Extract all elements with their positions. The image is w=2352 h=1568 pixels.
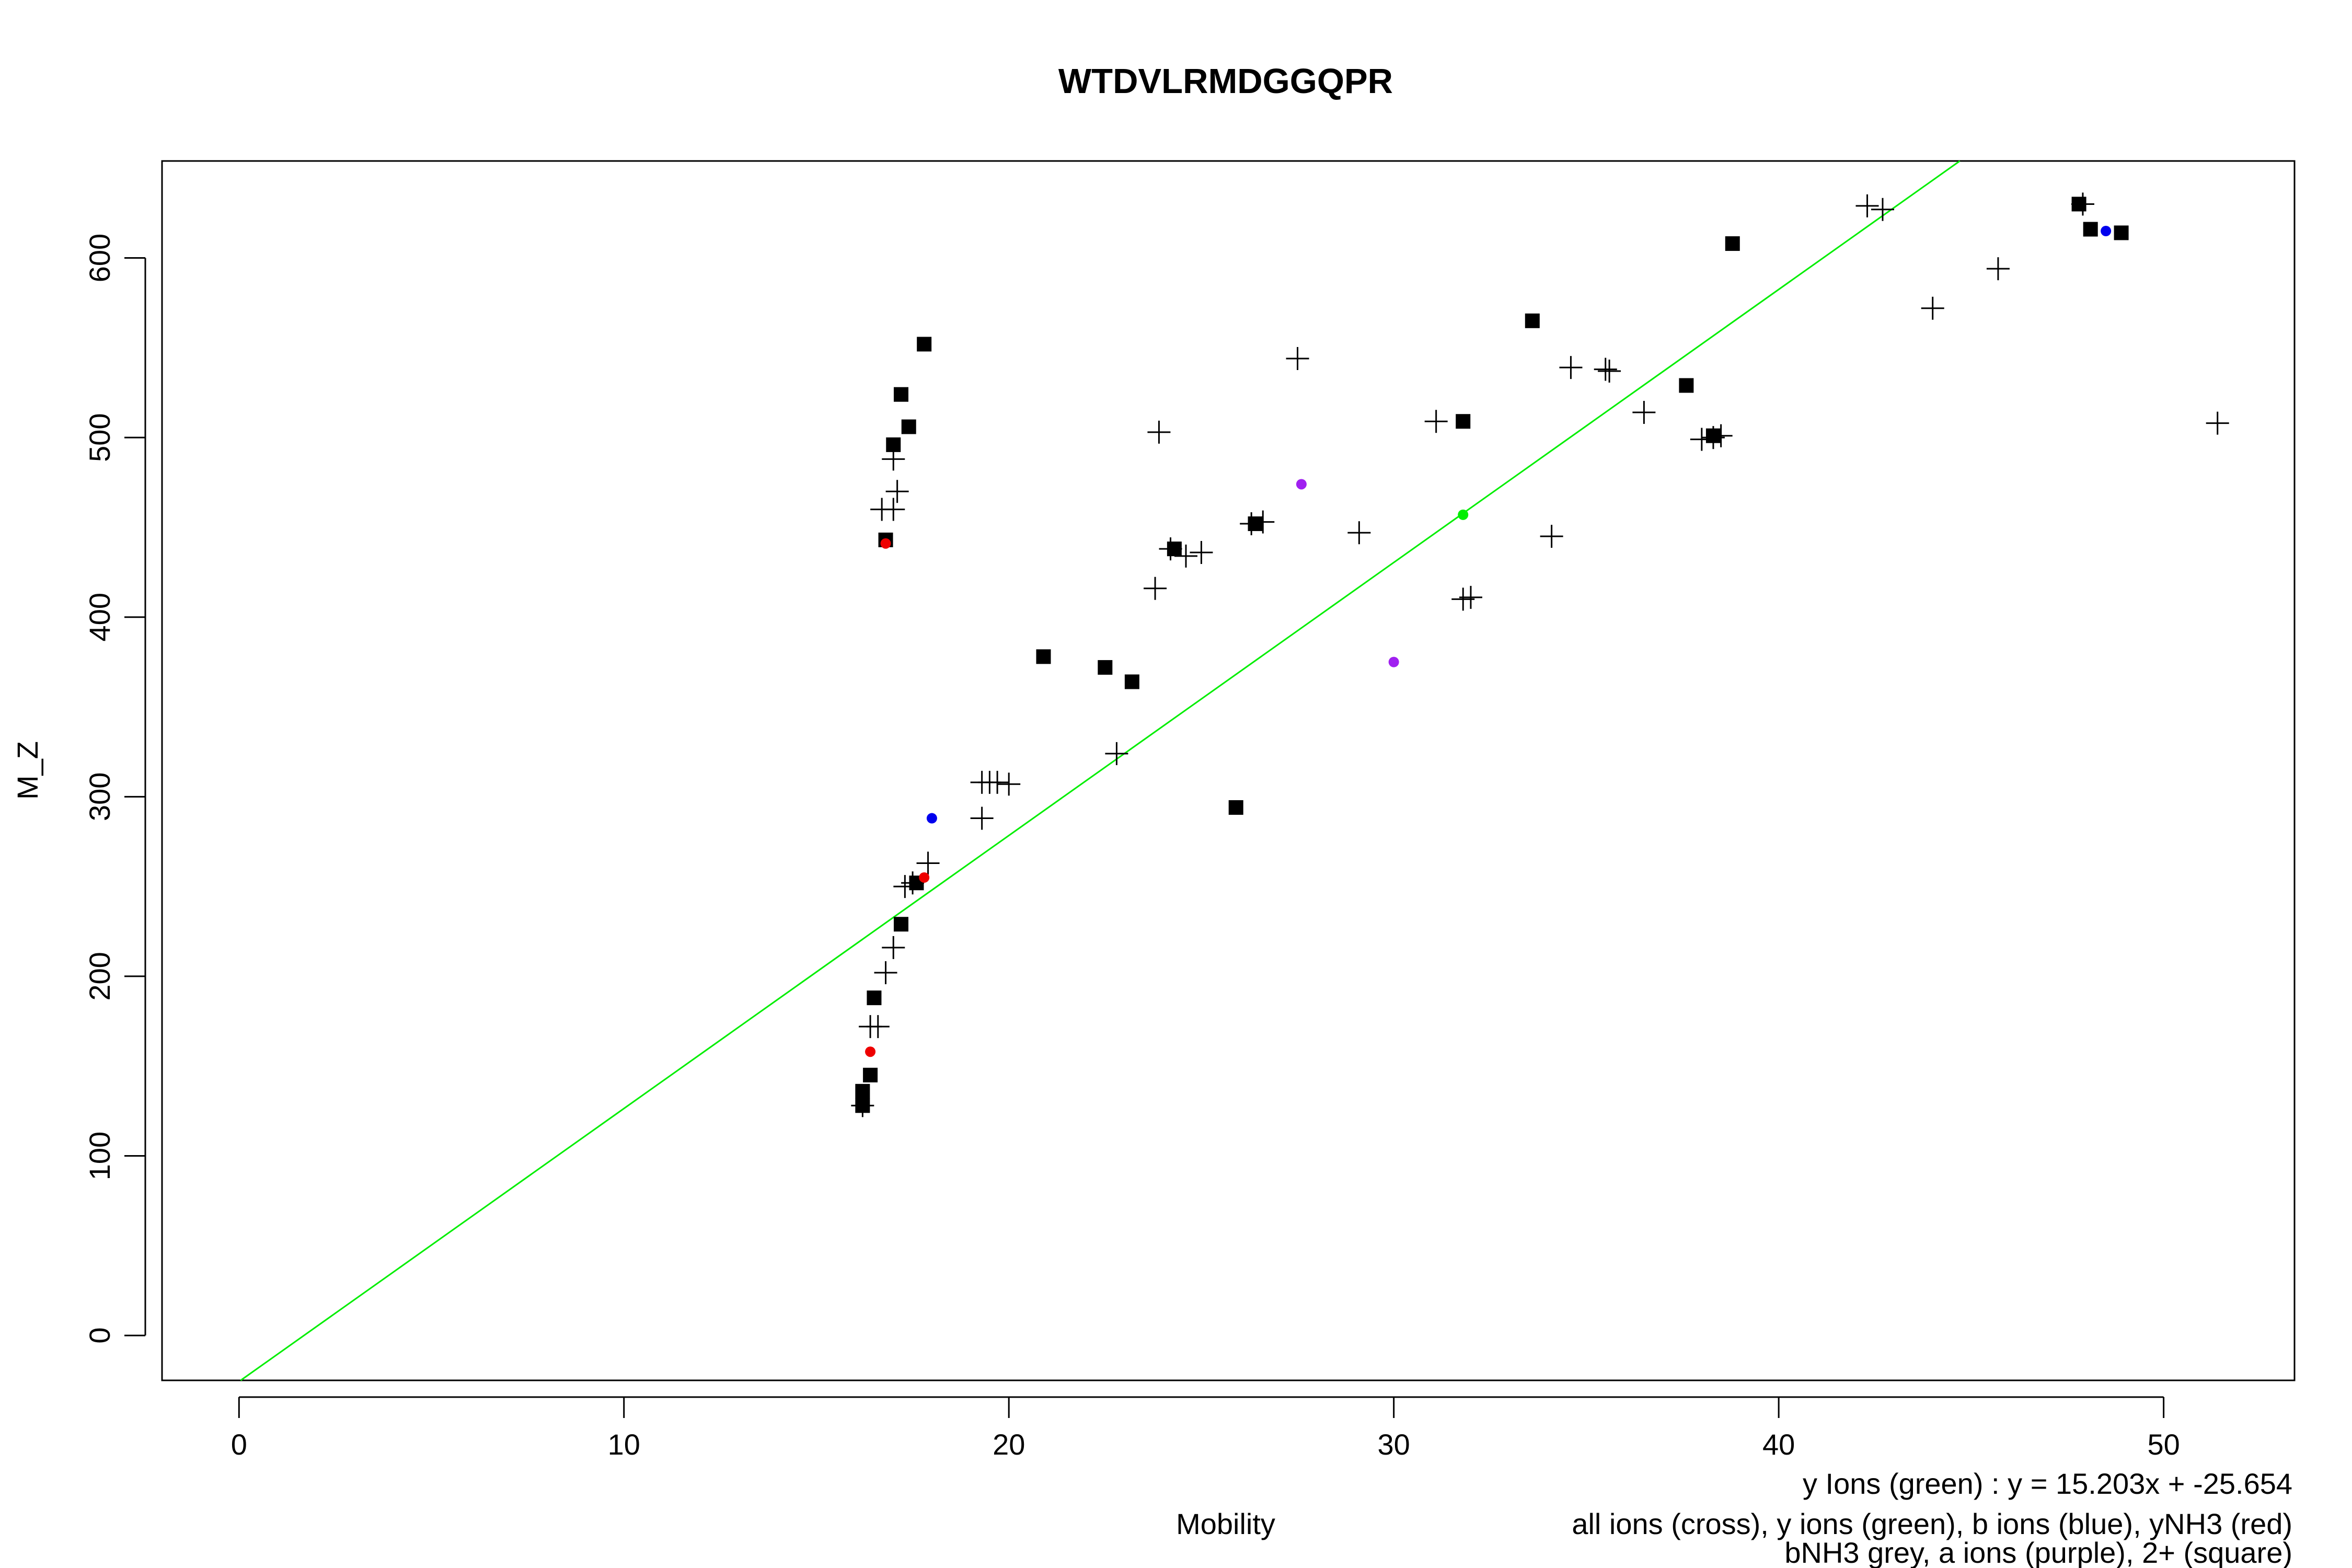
data-point-cross [882, 936, 905, 959]
data-point-dot [865, 1046, 876, 1057]
series-dot [1296, 479, 1399, 667]
data-point-cross [1190, 541, 1213, 564]
data-point-square [1525, 313, 1540, 328]
x-tick-label: 20 [993, 1428, 1025, 1461]
data-point-cross [1921, 296, 1944, 320]
data-point-square [1679, 378, 1694, 393]
data-point-dot [880, 538, 891, 549]
series-square [855, 197, 2129, 1113]
data-point-dot [1458, 509, 1469, 520]
legend-line-2: bNH3 grey, a ions (purple), 2+ (square) [1784, 1536, 2292, 1568]
data-point-cross [1347, 521, 1371, 545]
y-axis-label: M_Z [11, 741, 44, 800]
data-point-dot [1296, 479, 1307, 490]
data-point-square [1124, 674, 1139, 689]
data-point-cross [882, 498, 905, 521]
data-point-cross [1459, 585, 1482, 609]
x-tick-label: 50 [2147, 1428, 2180, 1461]
data-point-square [863, 1067, 878, 1082]
data-point-square [1098, 660, 1113, 675]
series-dot [926, 226, 2112, 824]
data-point-cross [1105, 742, 1128, 765]
series-dot [1458, 509, 1469, 520]
data-point-cross [997, 773, 1021, 796]
data-point-cross [970, 806, 994, 830]
data-point-square [855, 1083, 870, 1099]
data-point-cross [1855, 194, 1879, 217]
data-point-square [1456, 414, 1471, 429]
data-point-dot [1388, 656, 1399, 667]
y-tick-label: 400 [83, 593, 116, 641]
x-axis-label: Mobility [1176, 1507, 1275, 1540]
data-point-cross [874, 961, 897, 985]
regression-line [240, 160, 1961, 1381]
chart-title: WTDVLRMDGGQPR [1058, 62, 1393, 101]
data-point-cross [1598, 360, 1621, 383]
data-point-cross [1147, 420, 1171, 444]
data-point-square [901, 419, 916, 434]
data-point-cross [1540, 525, 1563, 548]
data-point-cross [1144, 577, 1167, 600]
y-tick-label: 0 [83, 1328, 116, 1344]
data-point-square [886, 437, 901, 452]
data-point-square [867, 990, 882, 1006]
x-axis: 0 10 20 30 40 50 [231, 1396, 2180, 1461]
data-point-square [894, 387, 909, 402]
x-tick-label: 40 [1762, 1428, 1795, 1461]
data-point-square [917, 337, 932, 352]
data-point-dot [2101, 226, 2112, 237]
series-cross [851, 192, 2229, 1117]
data-point-cross [1559, 356, 1583, 379]
data-point-square [1036, 649, 1051, 664]
y-tick-label: 500 [83, 413, 116, 462]
data-point-square [1725, 236, 1740, 251]
data-point-cross [1632, 401, 1656, 424]
data-point-cross [885, 480, 909, 503]
data-point-cross [1871, 198, 1894, 221]
regression-layer [240, 160, 1961, 1381]
data-point-cross [2206, 411, 2229, 435]
data-point-square [2114, 225, 2129, 240]
plot-frame [161, 160, 2296, 1381]
data-point-cross [1424, 410, 1448, 433]
data-point-cross [1986, 257, 2010, 281]
data-point-square [1705, 428, 1721, 443]
y-tick-label: 300 [83, 773, 116, 821]
y-axis: 0 100 200 300 400 500 600 [83, 234, 146, 1344]
data-point-cross [866, 1015, 890, 1039]
y-tick-label: 200 [83, 952, 116, 1000]
x-tick-label: 0 [231, 1428, 247, 1461]
x-tick-label: 10 [608, 1428, 640, 1461]
y-tick-label: 600 [83, 234, 116, 282]
data-point-square [1228, 800, 1243, 815]
data-point-square [855, 1098, 870, 1113]
y-tick-label: 100 [83, 1132, 116, 1180]
data-point-dot [919, 872, 930, 883]
marks-layer [851, 192, 2229, 1117]
legend-line-1: all ions (cross), y ions (green), b ions… [1572, 1507, 2292, 1540]
data-point-dot [926, 813, 937, 824]
data-point-square [2083, 222, 2098, 237]
regression-equation: y Ions (green) : y = 15.203x + -25.654 [1803, 1467, 2292, 1500]
data-point-cross [1594, 358, 1617, 381]
data-point-square [2071, 197, 2086, 212]
data-point-cross [1286, 347, 1309, 370]
data-point-cross [916, 851, 940, 875]
series-dot [865, 538, 930, 1057]
data-point-square [1167, 541, 1182, 557]
x-tick-label: 30 [1378, 1428, 1410, 1461]
data-point-cross [986, 770, 1009, 794]
data-point-square [894, 917, 909, 932]
data-point-square [1248, 516, 1263, 532]
